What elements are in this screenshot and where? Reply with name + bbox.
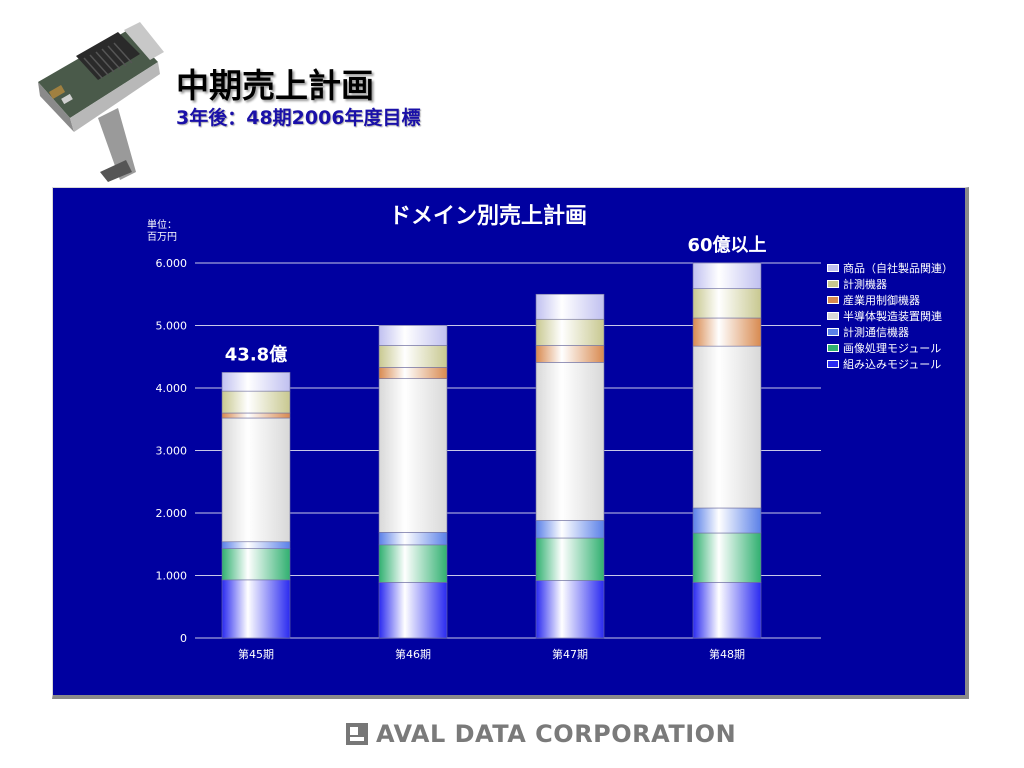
- y-tick-label: 5.000: [156, 320, 188, 333]
- bar-segment: [535, 580, 605, 639]
- bar-segment: [535, 345, 605, 363]
- chart-title: ドメイン別売上計画: [388, 204, 587, 229]
- legend-label: 計測機器: [843, 278, 887, 291]
- stacked-bar-chart: 0 1.000 2.000 3.000 4.000 5.000 6.000 第45期 43.8億…: [156, 234, 821, 661]
- bar-segment: [378, 367, 448, 379]
- bar-segment: [378, 532, 448, 546]
- legend-swatch: [827, 344, 839, 352]
- legend-item: 半導体製造装置関連: [827, 308, 953, 324]
- company-logo: AVAL DATA CORPORATION: [346, 720, 736, 748]
- y-tick-label: 4.000: [156, 382, 188, 395]
- legend-swatch: [827, 296, 839, 304]
- bar-segment: [535, 318, 605, 346]
- data-annotation: 43.8億: [225, 343, 287, 365]
- bar-segment: [221, 390, 291, 414]
- x-tick-label: 第47期: [552, 647, 588, 661]
- logo-icon: [346, 723, 368, 745]
- legend-swatch: [827, 280, 839, 288]
- bar-segment: [692, 262, 762, 289]
- y-tick-label: 1.000: [156, 570, 188, 583]
- unit-label: 単位： 百万円: [147, 220, 177, 244]
- bar-segment: [221, 579, 291, 639]
- legend-swatch: [827, 360, 839, 368]
- x-tick-label: 第45期: [238, 647, 274, 661]
- bar-segment: [221, 541, 291, 549]
- bar-segment: [535, 537, 605, 581]
- bar-segment: [692, 582, 762, 639]
- legend-label: 組み込みモジュール: [843, 358, 942, 371]
- bar-segment: [221, 412, 291, 419]
- legend-item: 商品（自社製品関連）: [827, 260, 953, 276]
- x-tick-label: 第48期: [709, 647, 745, 661]
- legend-item: 産業用制御機器: [827, 292, 953, 308]
- legend-swatch: [827, 312, 839, 320]
- bar-segment: [378, 345, 448, 368]
- legend-item: 組み込みモジュール: [827, 356, 953, 372]
- page-subtitle: 3年後：48期2006年度目標: [176, 107, 421, 129]
- y-tick-label: 2.000: [156, 507, 188, 520]
- unit-label-line1: 単位：: [147, 220, 177, 231]
- y-tick-label: 6.000: [156, 257, 188, 270]
- legend-label: 産業用制御機器: [843, 294, 920, 307]
- chart-panel: ドメイン別売上計画 単位： 百万円 0 1.000 2.000 3.000 4.000 5…: [52, 187, 969, 699]
- bar-segment: [692, 317, 762, 347]
- page-title: 中期売上計画: [176, 66, 374, 105]
- bar-segment: [692, 532, 762, 583]
- logo-text: AVAL DATA CORPORATION: [376, 720, 737, 748]
- bar-segment: [378, 582, 448, 639]
- x-tick-label: 第46期: [395, 647, 431, 661]
- bar-segment: [535, 362, 605, 521]
- bar-segment: [535, 293, 605, 320]
- bar-segment: [378, 325, 448, 346]
- bar-segment: [221, 417, 291, 543]
- legend-item: 画像処理モジュール: [827, 340, 953, 356]
- bar-segment: [692, 288, 762, 319]
- unit-label-line2: 百万円: [147, 232, 177, 243]
- legend-item: 計測通信機器: [827, 324, 953, 340]
- bar-segment: [692, 507, 762, 534]
- legend-swatch: [827, 264, 839, 272]
- legend-label: 計測通信機器: [843, 326, 909, 339]
- legend-label: 商品（自社製品関連）: [843, 262, 953, 275]
- legend-label: 半導体製造装置関連: [843, 310, 942, 323]
- y-tick-label: 0: [180, 632, 187, 645]
- bar-segment: [221, 372, 291, 392]
- bar-segment: [535, 520, 605, 539]
- legend-swatch: [827, 328, 839, 336]
- bar-segment: [378, 544, 448, 583]
- y-tick-label: 3.000: [156, 445, 188, 458]
- legend-item: 計測機器: [827, 276, 953, 292]
- bar-segment: [692, 345, 762, 509]
- circuit-board-image: [28, 22, 178, 182]
- bar-segment: [221, 548, 291, 581]
- legend-label: 画像処理モジュール: [843, 342, 942, 355]
- bar-segment: [378, 378, 448, 533]
- chart-legend: 商品（自社製品関連） 計測機器産業用制御機器半導体製造装置関連 計測通信機器画像処理…: [827, 260, 953, 372]
- data-annotation: 60億以上: [687, 234, 766, 256]
